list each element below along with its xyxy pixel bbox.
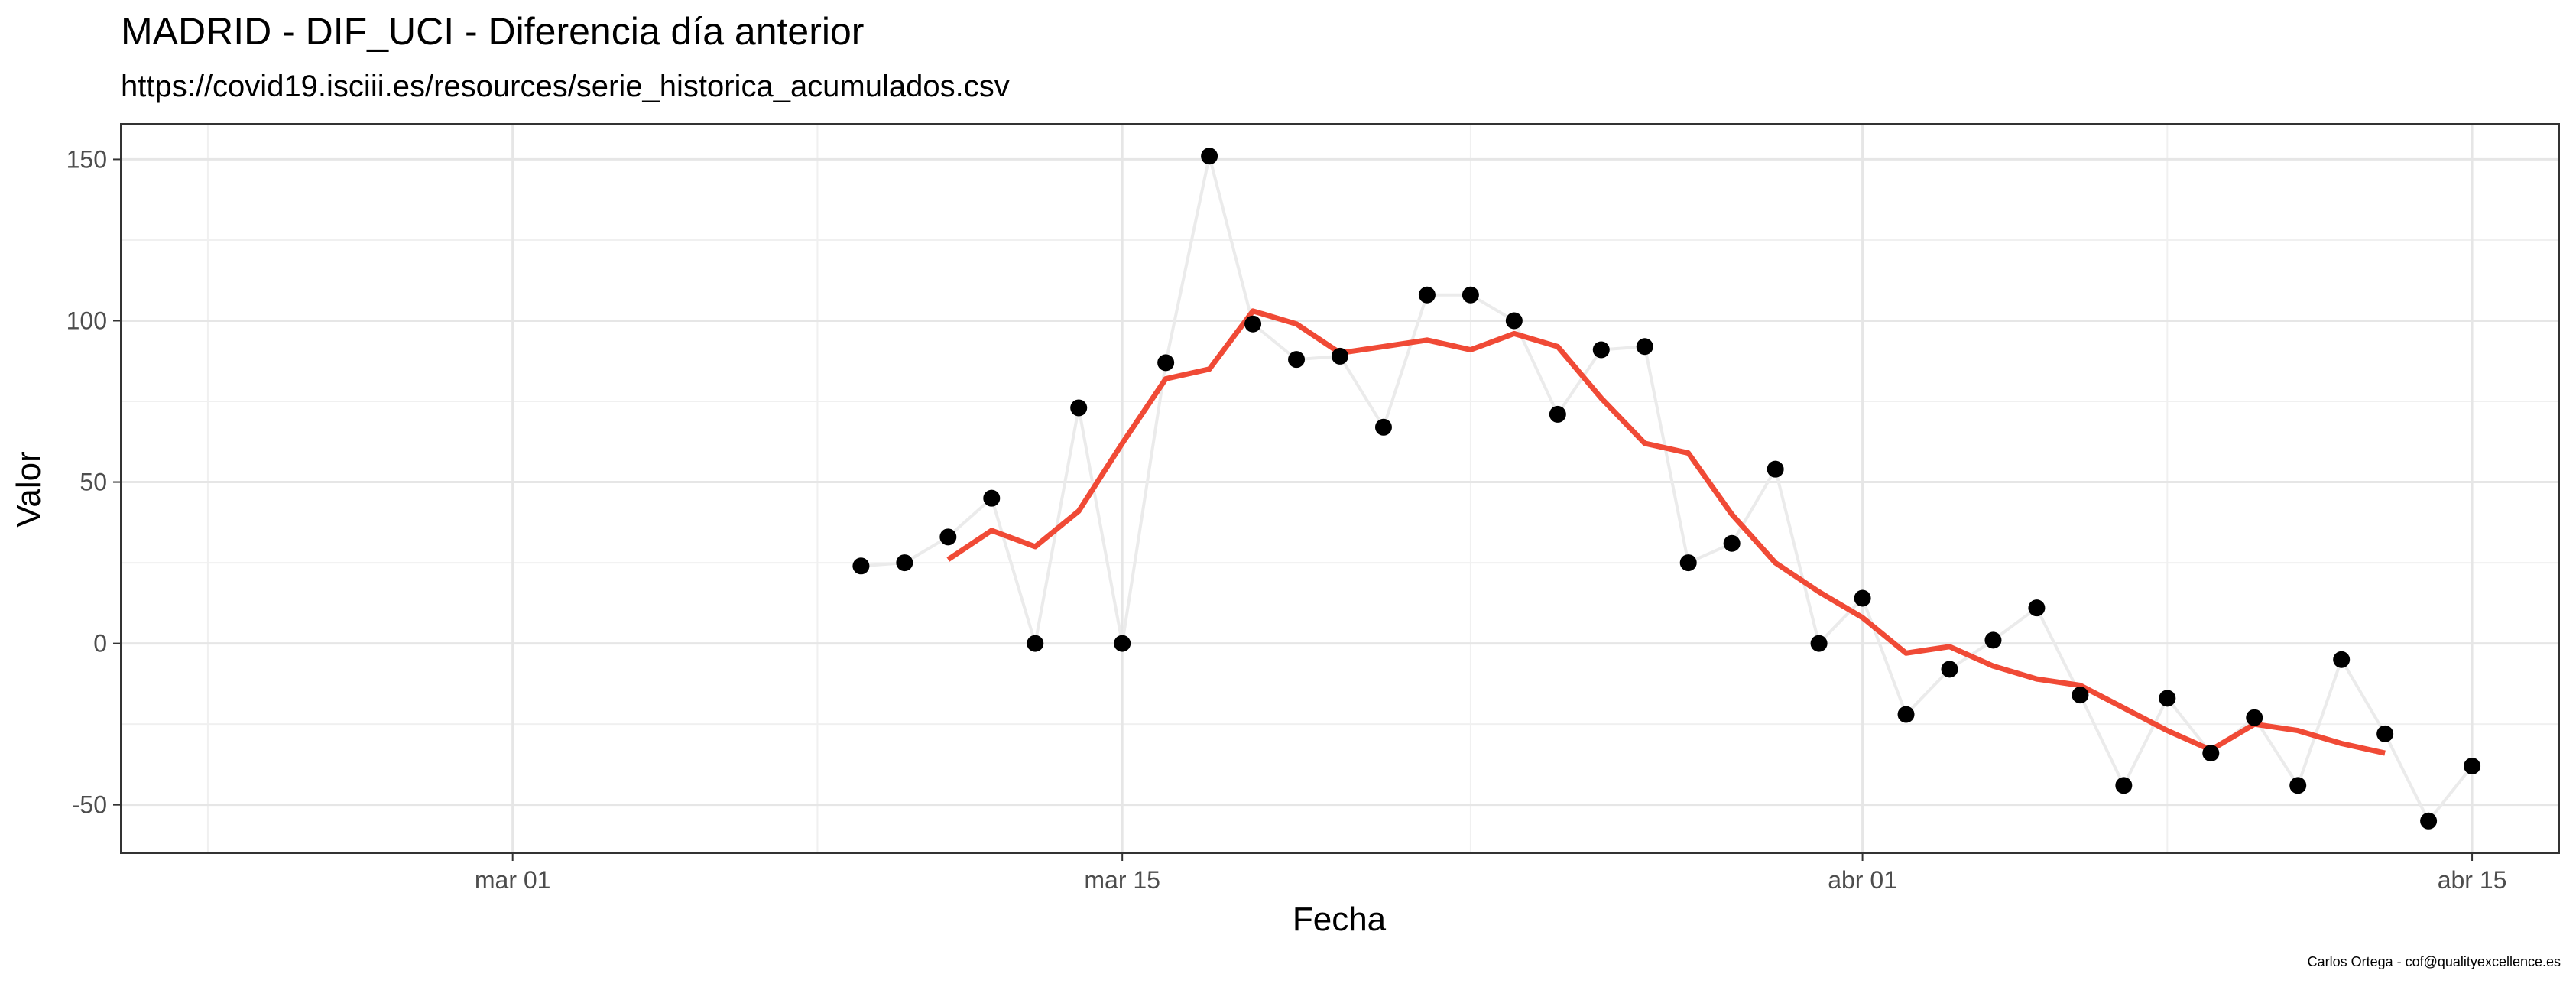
data-point xyxy=(2028,599,2046,617)
data-point xyxy=(1114,635,1131,652)
y-axis-title: Valor xyxy=(10,451,47,527)
data-point xyxy=(1723,534,1741,552)
data-point xyxy=(1636,338,1653,356)
data-point xyxy=(1984,631,2002,649)
data-point xyxy=(1592,341,1610,359)
data-points xyxy=(852,148,2481,830)
data-point xyxy=(1027,635,1044,652)
data-point xyxy=(939,528,957,546)
y-tick-label: 50 xyxy=(79,469,107,496)
x-tick-label: abr 15 xyxy=(2438,866,2507,894)
y-tick-label: -50 xyxy=(72,791,107,819)
chart-title: MADRID - DIF_UCI - Diferencia día anteri… xyxy=(121,10,864,53)
data-point xyxy=(1201,148,1218,165)
data-point xyxy=(2420,812,2438,830)
data-point xyxy=(983,489,1001,507)
data-point xyxy=(2289,777,2307,794)
y-tick-label: 100 xyxy=(67,307,107,334)
data-point xyxy=(2072,687,2089,704)
plot-panel xyxy=(120,123,2560,854)
x-tick-label: abr 01 xyxy=(1828,866,1897,894)
data-point xyxy=(1244,315,1262,333)
data-point xyxy=(2376,725,2394,742)
data-point xyxy=(1462,286,1479,304)
data-point xyxy=(1941,661,1958,678)
smoothed-series xyxy=(946,308,2386,756)
y-tick-label: 150 xyxy=(67,145,107,173)
chart-subtitle: https://covid19.isciii.es/resources/seri… xyxy=(121,70,1010,103)
y-tick-label: 0 xyxy=(93,630,107,657)
x-tick-label: mar 15 xyxy=(1084,866,1160,894)
data-point xyxy=(1418,286,1436,304)
data-point xyxy=(852,557,870,575)
data-point xyxy=(2333,651,2351,668)
data-point xyxy=(1332,347,1348,365)
data-point xyxy=(2115,777,2133,794)
data-point xyxy=(1854,589,1871,607)
data-point xyxy=(1288,351,1306,369)
data-point xyxy=(1810,635,1828,652)
smoothed-line xyxy=(946,308,2386,756)
data-point xyxy=(896,554,913,572)
data-point xyxy=(1549,405,1566,423)
data-point xyxy=(2464,758,2481,775)
panel-background xyxy=(121,124,2559,853)
data-point xyxy=(1679,554,1697,572)
x-tick-label: mar 01 xyxy=(475,866,551,894)
x-axis-title: Fecha xyxy=(1293,901,1387,938)
data-point xyxy=(1767,460,1784,478)
data-point xyxy=(2159,690,2176,707)
data-point xyxy=(2246,709,2263,726)
data-point xyxy=(1505,312,1523,330)
x-axis: mar 01 mar 15 abr 01 abr 15 xyxy=(475,853,2507,894)
chart-caption: Carlos Ortega - cof@qualityexcellence.es xyxy=(2308,954,2561,969)
data-point xyxy=(1374,418,1392,436)
panel-border xyxy=(120,123,2560,854)
data-point xyxy=(1897,706,1915,723)
data-point xyxy=(1070,399,1088,417)
data-point xyxy=(1157,354,1175,372)
data-point xyxy=(2202,745,2220,762)
major-gridlines xyxy=(121,124,2559,853)
y-axis: -50 0 50 100 150 xyxy=(67,145,121,819)
